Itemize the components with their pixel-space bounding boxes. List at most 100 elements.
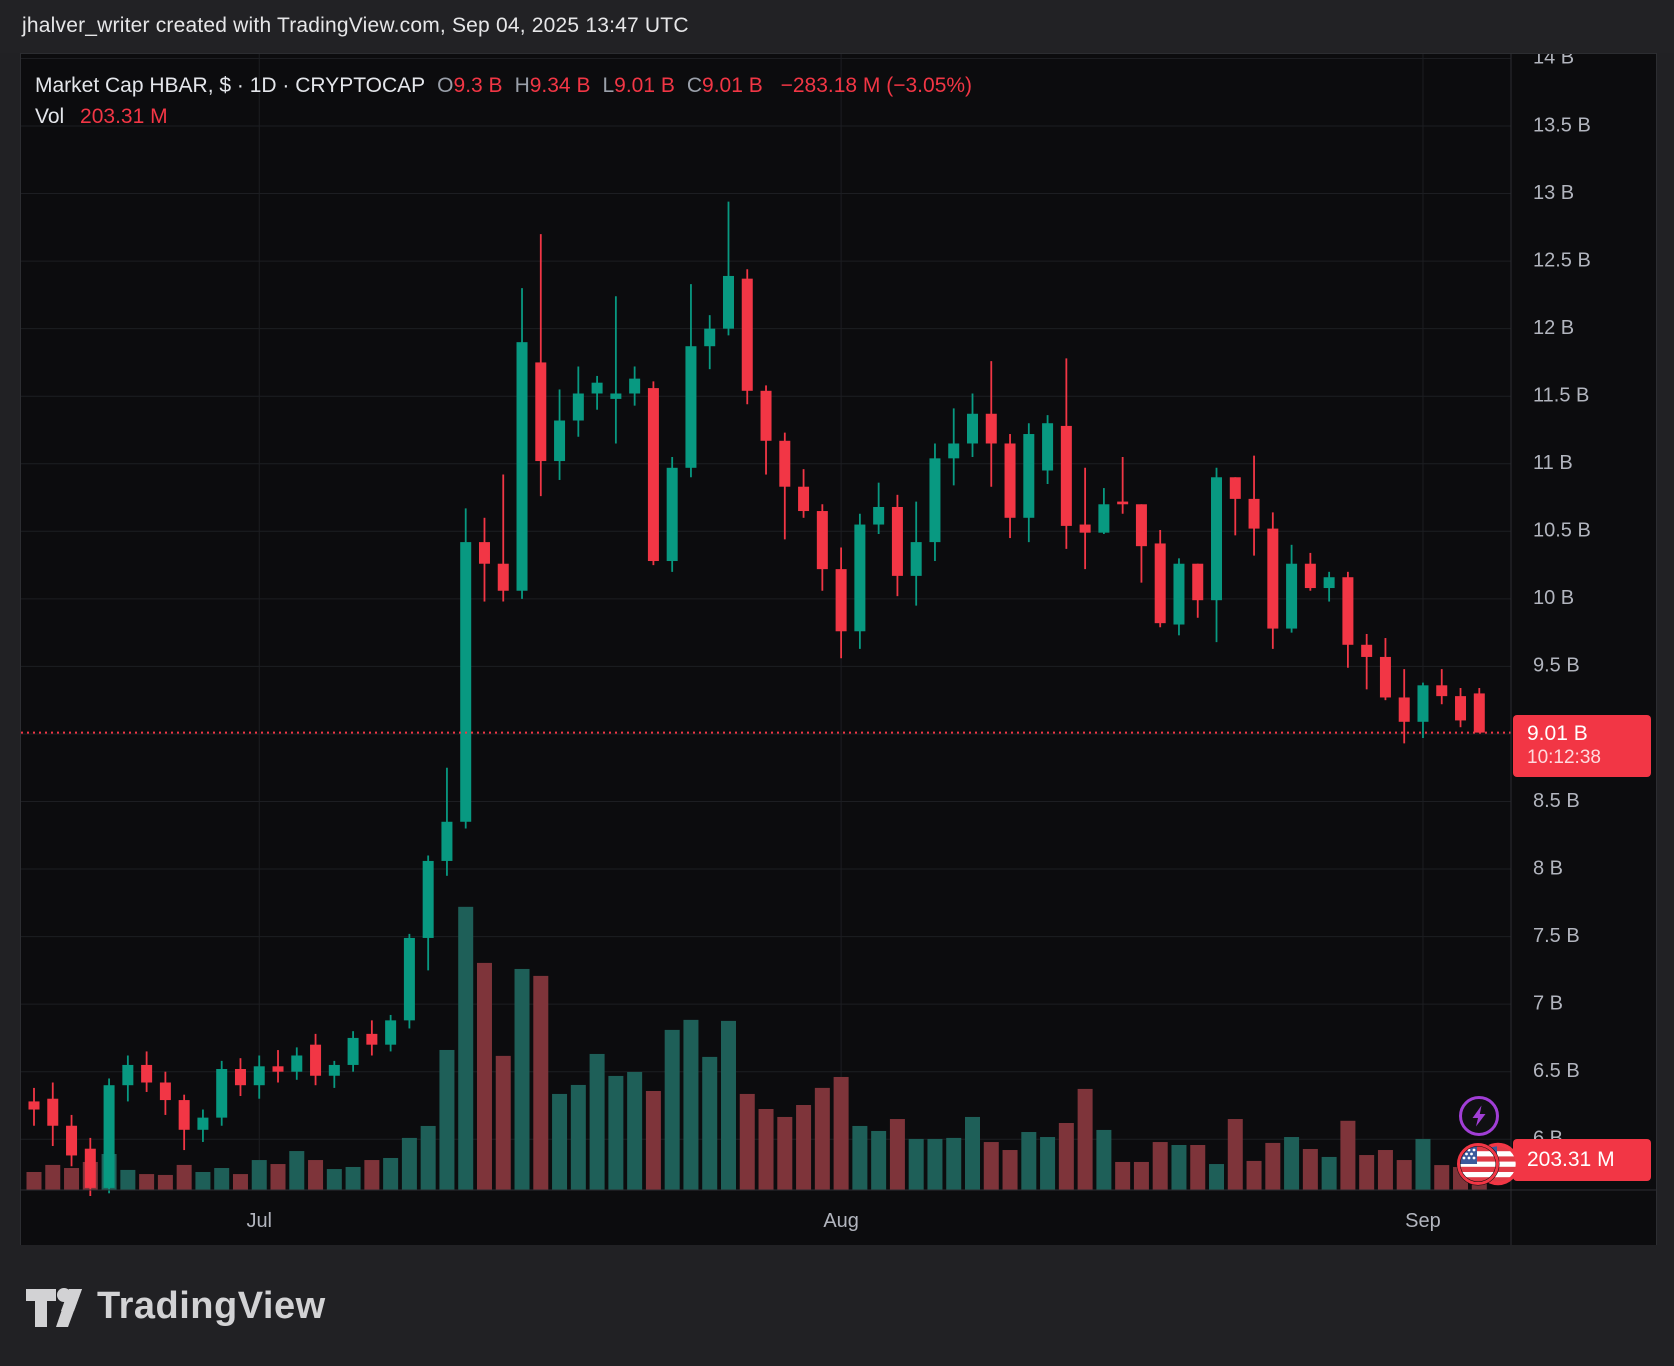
- volume-value: 203.31 M: [80, 105, 168, 128]
- price-axis-label: 8 B: [1533, 857, 1563, 879]
- candle-body: [272, 1066, 284, 1072]
- candle-body: [516, 342, 528, 591]
- volume-bar: [1058, 1123, 1074, 1190]
- candle-body: [197, 1117, 209, 1130]
- candle-body: [1135, 504, 1147, 547]
- price-axis-label: 7.5 B: [1533, 925, 1580, 947]
- candlestick-chart[interactable]: 14 B 13.5 B 13 B 12.5 B 12 B 11.5 B 11 B 10.5 B…: [21, 54, 1656, 1246]
- candle-body: [1098, 504, 1110, 533]
- volume-histogram: [26, 906, 1487, 1190]
- volume-bar: [270, 1164, 286, 1190]
- candle-body: [422, 860, 434, 938]
- volume-bar: [308, 1160, 324, 1190]
- volume-bar: [420, 1125, 436, 1190]
- volume-bar: [965, 1116, 980, 1190]
- ohlc-values: O9.3 B H9.34 B L9.01 B C9.01 B: [437, 74, 763, 97]
- volume-bar: [683, 1019, 699, 1190]
- volume-bar: [458, 906, 474, 1190]
- volume-bar: [1340, 1120, 1356, 1190]
- volume-bar: [289, 1151, 305, 1190]
- candle-body: [873, 506, 885, 525]
- tradingview-logo-text: TradingView: [97, 1284, 326, 1327]
- candle-body: [1267, 528, 1279, 629]
- volume-bar: [401, 1137, 417, 1190]
- volume-bar: [1077, 1088, 1093, 1190]
- candle-body: [816, 511, 828, 570]
- volume-bar: [1002, 1150, 1018, 1190]
- volume-bar: [1040, 1137, 1056, 1190]
- price-axis-label: 9.5 B: [1533, 655, 1580, 677]
- candle-body: [704, 328, 716, 347]
- candle-body: [1323, 577, 1335, 589]
- attribution-bar: jhalver_writer created with TradingView.…: [0, 0, 1674, 53]
- volume-bar: [814, 1087, 830, 1190]
- volume-bar: [1265, 1142, 1281, 1190]
- candle-body: [1079, 524, 1091, 533]
- price-axis-label: 14 B: [1533, 54, 1574, 69]
- volume-bar: [645, 1090, 661, 1190]
- volume-bar: [326, 1169, 342, 1190]
- candle-body: [460, 542, 472, 822]
- candle-body: [385, 1020, 397, 1045]
- candle-body: [891, 506, 903, 576]
- price-axis-label: 12.5 B: [1533, 249, 1591, 271]
- candle-body: [1229, 477, 1241, 499]
- symbol-title[interactable]: Market Cap HBAR, $ · 1D · CRYPTOCAP: [35, 74, 426, 97]
- tradingview-logo[interactable]: TradingView: [25, 1283, 326, 1329]
- time-axis-label: Jul: [246, 1210, 272, 1232]
- last-price-badge: 9.01 B 10:12:38: [1513, 715, 1651, 777]
- candle-body: [629, 378, 641, 394]
- candle-body: [666, 467, 678, 562]
- volume-bar: [45, 1164, 61, 1190]
- volume-bar: [251, 1160, 267, 1190]
- volume-bar: [796, 1105, 812, 1190]
- volume-bar: [157, 1174, 173, 1190]
- candle-body: [535, 362, 547, 462]
- candle-body: [1417, 685, 1429, 722]
- volume-bar: [589, 1053, 605, 1190]
- chart-container[interactable]: 14 B 13.5 B 13 B 12.5 B 12 B 11.5 B 11 B 10.5 B…: [20, 53, 1657, 1247]
- candle-body: [141, 1064, 153, 1083]
- volume-bar: [345, 1166, 361, 1190]
- price-axis-label: 11.5 B: [1533, 384, 1589, 406]
- candle-body: [441, 821, 453, 861]
- volume-bar: [552, 1093, 568, 1190]
- candle-body: [779, 440, 791, 487]
- candle-body: [798, 486, 810, 512]
- volume-bar: [702, 1056, 718, 1190]
- candle-body: [234, 1068, 246, 1086]
- volume-bar: [1377, 1150, 1393, 1190]
- candle-body: [1173, 563, 1185, 625]
- candle-body: [1455, 696, 1467, 721]
- candle-body: [47, 1098, 59, 1126]
- candle-body: [122, 1064, 134, 1086]
- volume-bar: [627, 1071, 643, 1190]
- volume-badge: 203.31 M: [1513, 1139, 1651, 1181]
- candle-body: [610, 393, 622, 399]
- candle-body: [910, 542, 922, 576]
- volume-bar: [1359, 1155, 1375, 1190]
- volume-bar: [1434, 1165, 1450, 1190]
- volume-bar: [383, 1157, 399, 1190]
- volume-bar: [214, 1168, 230, 1190]
- candle-body: [985, 413, 997, 444]
- price-axis-label: 8.5 B: [1533, 790, 1580, 812]
- candle-body: [497, 563, 509, 591]
- volume-label: Vol: [35, 105, 65, 128]
- price-axis-label: 13 B: [1533, 182, 1574, 204]
- last-price-value: 9.01 B: [1527, 722, 1588, 745]
- volume-bar: [664, 1029, 680, 1190]
- candle-body: [741, 278, 753, 391]
- volume-bar: [1284, 1137, 1300, 1190]
- candle-body: [854, 524, 866, 632]
- candle-body: [1154, 543, 1166, 624]
- candle-body: [1023, 434, 1035, 518]
- volume-bar: [439, 1049, 455, 1190]
- volume-bar: [570, 1084, 586, 1190]
- volume-bar: [176, 1164, 192, 1190]
- candle-body: [347, 1037, 359, 1065]
- candle-body: [159, 1082, 171, 1101]
- volume-bar: [1321, 1156, 1337, 1190]
- candle-body: [1004, 443, 1016, 518]
